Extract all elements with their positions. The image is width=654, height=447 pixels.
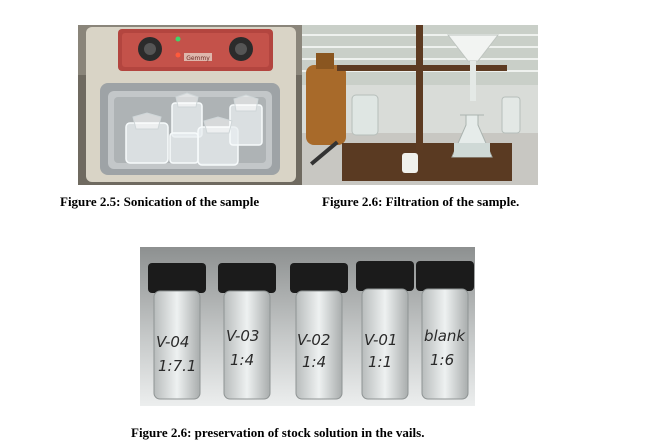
vial-1-label: V-04: [156, 333, 189, 351]
vial-2-ratio: 1:4: [230, 351, 254, 369]
vial-4-ratio: 1:1: [368, 353, 392, 371]
vial-row: [148, 261, 474, 400]
sonication-photo: Gemmy: [78, 25, 303, 185]
figure-2-6b-caption: Figure 2.6: preservation of stock soluti…: [131, 425, 425, 440]
vial-5-ratio: 1:6: [430, 351, 454, 369]
vials-photo: V-04 1:7.1 V-03 1:4 V-02 1:4 V-01 1:1 bl…: [140, 247, 475, 406]
vial-4-label: V-01: [364, 331, 397, 349]
figure-2-6-caption: Figure 2.6: Filtration of the sample.: [322, 194, 520, 209]
figure-2-5-caption: Figure 2.5: Sonication of the sample: [60, 194, 260, 209]
vial-5-label: blank: [424, 327, 466, 345]
vial-3-ratio: 1:4: [302, 353, 326, 371]
vial-3-label: V-02: [297, 331, 330, 349]
vial-1-ratio: 1:7.1: [158, 357, 196, 375]
bath-brand-label: Gemmy: [186, 55, 210, 62]
filtration-photo: [302, 25, 538, 185]
vial-2-label: V-03: [226, 327, 259, 345]
